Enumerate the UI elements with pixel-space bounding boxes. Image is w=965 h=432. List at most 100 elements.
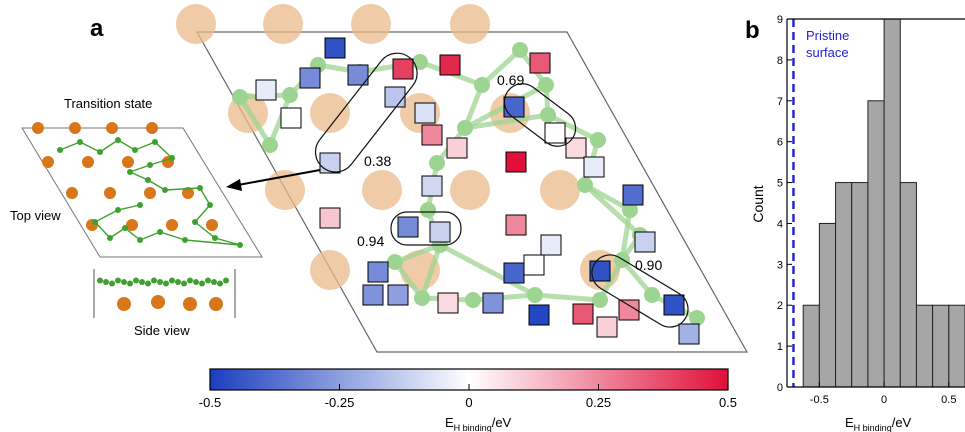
binding-site-square xyxy=(505,214,527,236)
network-bond xyxy=(438,242,537,298)
x-tick-label: 0 xyxy=(881,394,887,406)
histogram-bar xyxy=(915,304,934,388)
inset-side-network-atom xyxy=(205,277,211,284)
inset-side-network-atom xyxy=(157,279,163,285)
inset-substrate-atom xyxy=(206,219,218,231)
binding-site-square xyxy=(324,37,346,59)
inset-substrate-atom xyxy=(82,156,94,168)
inset-side-network-atom xyxy=(115,277,121,284)
inset-substrate-atom xyxy=(69,122,81,134)
network-bond xyxy=(237,95,273,147)
inset-substrate-atom xyxy=(66,187,78,199)
colorbar-tick-label: 0.25 xyxy=(586,395,611,410)
annotation-038: 0.38 xyxy=(364,153,391,169)
annotation-094: 0.94 xyxy=(357,233,384,249)
inset-substrate-atom xyxy=(146,122,158,134)
inset-bond xyxy=(159,231,186,241)
binding-site-square xyxy=(663,294,685,316)
binding-site-square xyxy=(347,64,369,86)
inset-network-atom xyxy=(152,139,158,145)
inset-side-network-atom xyxy=(217,280,223,287)
inset-network-atom xyxy=(182,237,188,243)
network-atom xyxy=(622,202,638,218)
inset-network-atom xyxy=(147,162,153,168)
network-atom xyxy=(387,254,403,270)
y-tick-label: 8 xyxy=(777,55,783,67)
inset-bond xyxy=(99,139,119,153)
network-bond xyxy=(619,209,633,261)
network-atom xyxy=(689,310,705,326)
inset-side-structure xyxy=(97,277,229,311)
inset-top-structure xyxy=(32,122,243,248)
network-atom xyxy=(282,87,298,103)
panel-a-label: a xyxy=(90,15,104,42)
inset-bond xyxy=(129,164,151,173)
inset-network-atom xyxy=(145,177,151,183)
binding-site-square xyxy=(544,122,566,144)
inset-network-atom xyxy=(207,202,213,208)
inset-top-title: Transition state xyxy=(64,96,152,111)
network-atom xyxy=(644,287,660,303)
substrate-atom xyxy=(450,4,490,44)
inset-network-atom xyxy=(92,219,98,225)
inset-bond xyxy=(94,209,119,223)
network-atom xyxy=(465,292,481,308)
binding-site-square xyxy=(596,316,618,338)
inset-network-atom xyxy=(192,219,198,225)
inset-side-network-atom xyxy=(187,277,193,284)
inset-bond xyxy=(184,239,241,246)
inset-substrate-atom xyxy=(32,122,44,134)
inset-side-network-atom xyxy=(109,280,115,287)
network-bond xyxy=(546,112,600,143)
histogram-bar xyxy=(818,222,837,388)
binding-site-square xyxy=(572,303,594,325)
inset-network-atom xyxy=(169,155,175,161)
network-bond xyxy=(419,244,443,299)
supercell-outline xyxy=(195,31,749,353)
inset-bond xyxy=(117,204,141,211)
inset-bond xyxy=(147,179,166,191)
inset-network-atom xyxy=(115,207,121,213)
network-atom xyxy=(512,42,528,58)
histogram-bar xyxy=(932,304,950,388)
inset-bond xyxy=(194,204,211,223)
network-atom xyxy=(429,155,445,171)
inset-side-network-atom xyxy=(97,277,103,284)
binding-site-square xyxy=(678,323,700,345)
highlight-capsule-094 xyxy=(390,211,462,246)
highlight-capsule-038 xyxy=(314,52,418,173)
network-bond xyxy=(472,292,536,303)
binding-site-square xyxy=(528,304,550,326)
binding-site-square xyxy=(319,152,341,174)
y-tick-label: 4 xyxy=(777,218,783,230)
inset-side-network-atom xyxy=(223,277,229,284)
panel-b-label: b xyxy=(745,17,760,44)
inset-network-atom xyxy=(212,235,218,241)
inset-top-cell xyxy=(21,127,263,258)
network-atom xyxy=(414,290,430,306)
pointer-arrow xyxy=(237,169,321,186)
inset-side-network-atom xyxy=(169,277,175,284)
histogram: 0 1 2 3 4 5 6 7 8 9 -0.5 0 0.5 xyxy=(777,14,965,406)
binding-site-square xyxy=(446,137,468,159)
substrate-atom xyxy=(540,170,580,210)
binding-site-square xyxy=(505,151,527,173)
inset-substrate-atom xyxy=(182,187,194,199)
binding-site-square xyxy=(392,58,414,80)
inset-side-network-atom xyxy=(103,279,109,285)
network-atom xyxy=(540,107,556,123)
substrate-atom xyxy=(351,4,391,44)
binding-site-square xyxy=(421,175,443,197)
x-tick-label: -0.5 xyxy=(810,394,829,406)
inset-bond xyxy=(59,141,81,151)
binding-site-square xyxy=(421,124,443,146)
network-atom xyxy=(457,120,473,136)
inset-bond xyxy=(139,231,161,241)
inset-bond xyxy=(129,171,149,181)
annotation-090: 0.90 xyxy=(635,257,662,273)
inset-side-network-atom xyxy=(151,277,157,284)
network-atom xyxy=(232,89,248,105)
colorbar-tick-label: 0 xyxy=(465,395,472,410)
inset-side-network-atom xyxy=(211,279,217,285)
binding-site-square xyxy=(618,299,640,321)
